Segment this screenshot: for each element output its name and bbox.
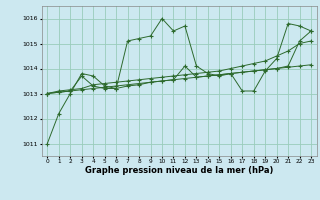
X-axis label: Graphe pression niveau de la mer (hPa): Graphe pression niveau de la mer (hPa) bbox=[85, 166, 273, 175]
